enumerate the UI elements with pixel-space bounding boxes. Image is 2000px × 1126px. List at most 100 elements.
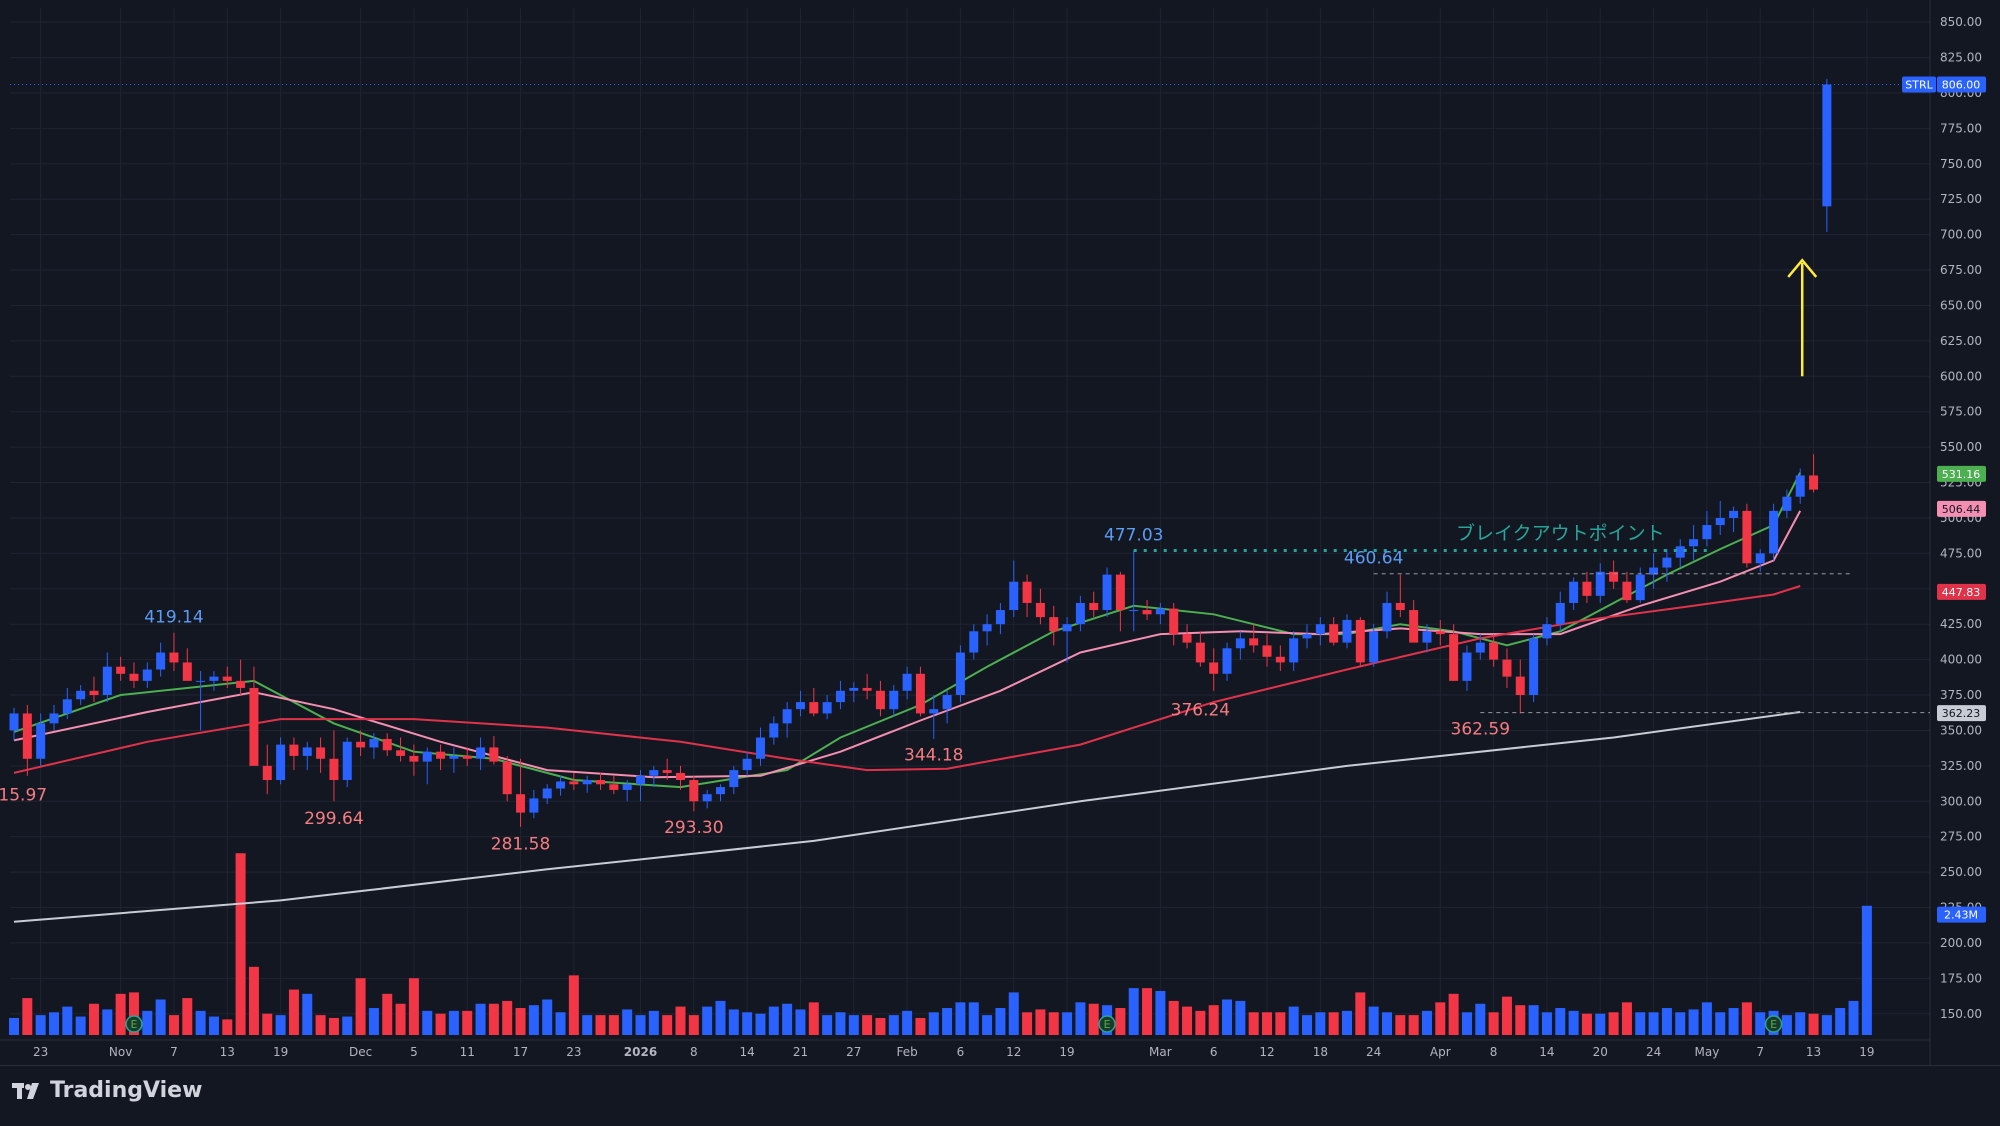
candle[interactable] <box>1569 577 1579 611</box>
candle[interactable] <box>1195 631 1205 667</box>
candle[interactable] <box>1329 617 1339 646</box>
candle[interactable] <box>1262 634 1272 667</box>
candle[interactable] <box>1489 634 1499 667</box>
candle[interactable] <box>609 775 619 795</box>
candle[interactable] <box>676 765 685 790</box>
candle[interactable] <box>969 624 979 660</box>
candle[interactable] <box>1435 619 1445 646</box>
candle[interactable] <box>1022 574 1032 618</box>
candle[interactable] <box>1249 624 1259 653</box>
candle[interactable] <box>1715 500 1725 535</box>
candle[interactable] <box>1595 563 1605 603</box>
candle[interactable] <box>942 690 952 724</box>
candle[interactable] <box>1755 549 1765 572</box>
candle[interactable] <box>276 737 286 785</box>
candle[interactable] <box>1649 553 1659 589</box>
candle[interactable] <box>9 707 19 741</box>
candle[interactable] <box>875 680 885 717</box>
tradingview-logo[interactable]: TradingView <box>12 1078 202 1103</box>
candle[interactable] <box>1742 503 1752 568</box>
candle[interactable] <box>1302 624 1312 649</box>
candle[interactable] <box>262 744 272 795</box>
candle[interactable] <box>1689 525 1699 561</box>
candle[interactable] <box>662 758 672 781</box>
candle[interactable] <box>249 666 259 766</box>
candle[interactable] <box>476 737 486 771</box>
candle[interactable] <box>1142 600 1152 620</box>
candle[interactable] <box>1355 617 1365 667</box>
candle[interactable] <box>36 713 46 766</box>
candle[interactable] <box>729 765 739 795</box>
candle[interactable] <box>1729 506 1739 533</box>
candle[interactable] <box>1062 617 1072 663</box>
candle[interactable] <box>182 648 192 681</box>
candle[interactable] <box>502 755 512 802</box>
candle[interactable] <box>835 680 845 710</box>
candle[interactable] <box>1275 645 1285 671</box>
candle[interactable] <box>436 744 446 771</box>
candle[interactable] <box>1235 631 1245 660</box>
candle[interactable] <box>1542 617 1552 646</box>
candle[interactable] <box>1182 624 1192 649</box>
candle[interactable] <box>1462 645 1472 691</box>
candle[interactable] <box>982 614 992 646</box>
candle[interactable] <box>529 789 539 819</box>
candle[interactable] <box>1089 591 1099 618</box>
candle[interactable] <box>636 770 646 802</box>
candle[interactable] <box>622 780 632 802</box>
candle[interactable] <box>569 772 579 790</box>
candle[interactable] <box>769 716 779 745</box>
earnings-marker[interactable]: E <box>125 1015 143 1033</box>
candle[interactable] <box>1582 571 1592 603</box>
candle[interactable] <box>1809 454 1819 493</box>
candle[interactable] <box>1409 600 1419 643</box>
candle[interactable] <box>755 727 765 766</box>
candle[interactable] <box>822 695 832 720</box>
candle[interactable] <box>582 775 592 793</box>
candle[interactable] <box>1635 567 1645 603</box>
candle[interactable] <box>102 652 112 703</box>
candle[interactable] <box>795 690 805 717</box>
candle[interactable] <box>409 744 419 776</box>
candle[interactable] <box>462 747 472 766</box>
candle[interactable] <box>302 741 312 771</box>
candle[interactable] <box>422 747 432 785</box>
candle[interactable] <box>542 784 552 805</box>
candle[interactable] <box>1342 614 1352 649</box>
candle[interactable] <box>1662 549 1672 582</box>
candle[interactable] <box>236 659 246 696</box>
candle[interactable] <box>929 695 939 739</box>
candle[interactable] <box>556 775 566 796</box>
candle[interactable] <box>1769 503 1779 561</box>
candle[interactable] <box>116 656 126 681</box>
candle[interactable] <box>1475 634 1485 660</box>
candle[interactable] <box>129 662 139 688</box>
candle[interactable] <box>702 789 712 809</box>
candle[interactable] <box>369 733 379 759</box>
candle[interactable] <box>1795 468 1805 504</box>
candle[interactable] <box>1395 574 1405 618</box>
candle[interactable] <box>329 730 339 802</box>
candle[interactable] <box>1315 617 1325 646</box>
candle[interactable] <box>1222 642 1232 681</box>
candle[interactable] <box>1422 624 1432 653</box>
candle[interactable] <box>995 602 1005 635</box>
candle[interactable] <box>1049 605 1059 646</box>
candle[interactable] <box>715 784 725 802</box>
candle[interactable] <box>489 736 499 765</box>
candle[interactable] <box>1169 602 1179 646</box>
candle[interactable] <box>76 685 86 705</box>
candle[interactable] <box>316 737 326 773</box>
candle[interactable] <box>156 642 166 677</box>
candle[interactable] <box>862 673 872 700</box>
candle[interactable] <box>1209 648 1219 691</box>
candle[interactable] <box>1622 571 1632 603</box>
candle[interactable] <box>1129 550 1139 632</box>
candle[interactable] <box>1369 624 1379 667</box>
candle[interactable] <box>342 737 352 788</box>
candle[interactable] <box>1382 591 1392 639</box>
price-axis[interactable]: 150.00175.00200.00225.00250.00275.00300.… <box>1902 15 1986 1021</box>
candle[interactable] <box>516 758 526 827</box>
candle[interactable] <box>1035 588 1045 625</box>
candle[interactable] <box>849 682 859 703</box>
